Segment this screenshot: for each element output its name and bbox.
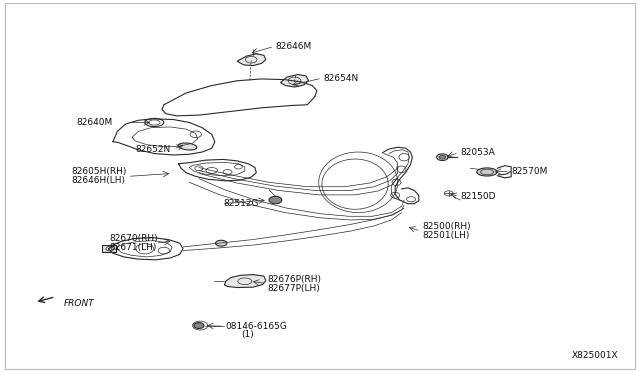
Ellipse shape (178, 143, 197, 150)
Text: 82646H(LH): 82646H(LH) (72, 176, 125, 185)
Ellipse shape (216, 240, 227, 246)
Text: 82512G: 82512G (223, 199, 259, 208)
Ellipse shape (439, 155, 445, 159)
Text: 82570M: 82570M (511, 167, 548, 176)
Ellipse shape (477, 168, 497, 176)
Polygon shape (225, 275, 266, 288)
Text: 82671(LH): 82671(LH) (109, 243, 157, 252)
Text: 82652N: 82652N (135, 145, 170, 154)
Text: FRONT: FRONT (64, 299, 95, 308)
Text: 82677P(LH): 82677P(LH) (268, 284, 321, 293)
Polygon shape (280, 74, 308, 87)
Ellipse shape (194, 323, 204, 328)
Text: 82053A: 82053A (460, 148, 495, 157)
Ellipse shape (269, 196, 282, 204)
Text: X825001X: X825001X (572, 350, 618, 360)
Ellipse shape (436, 154, 448, 161)
Text: 82150D: 82150D (460, 192, 496, 201)
Text: (1): (1) (241, 330, 253, 339)
Text: 82605H(RH): 82605H(RH) (72, 167, 127, 176)
Text: 82670(RH): 82670(RH) (109, 234, 158, 243)
Text: 82654N: 82654N (323, 74, 358, 83)
Text: 82646M: 82646M (275, 42, 312, 51)
Polygon shape (237, 54, 266, 65)
Text: 82640M: 82640M (77, 118, 113, 127)
Text: 82500(RH): 82500(RH) (422, 222, 470, 231)
Text: 82676P(RH): 82676P(RH) (268, 275, 322, 283)
Text: 82501(LH): 82501(LH) (422, 231, 469, 240)
Bar (102, 245, 116, 253)
Text: 08146-6165G: 08146-6165G (226, 322, 287, 331)
